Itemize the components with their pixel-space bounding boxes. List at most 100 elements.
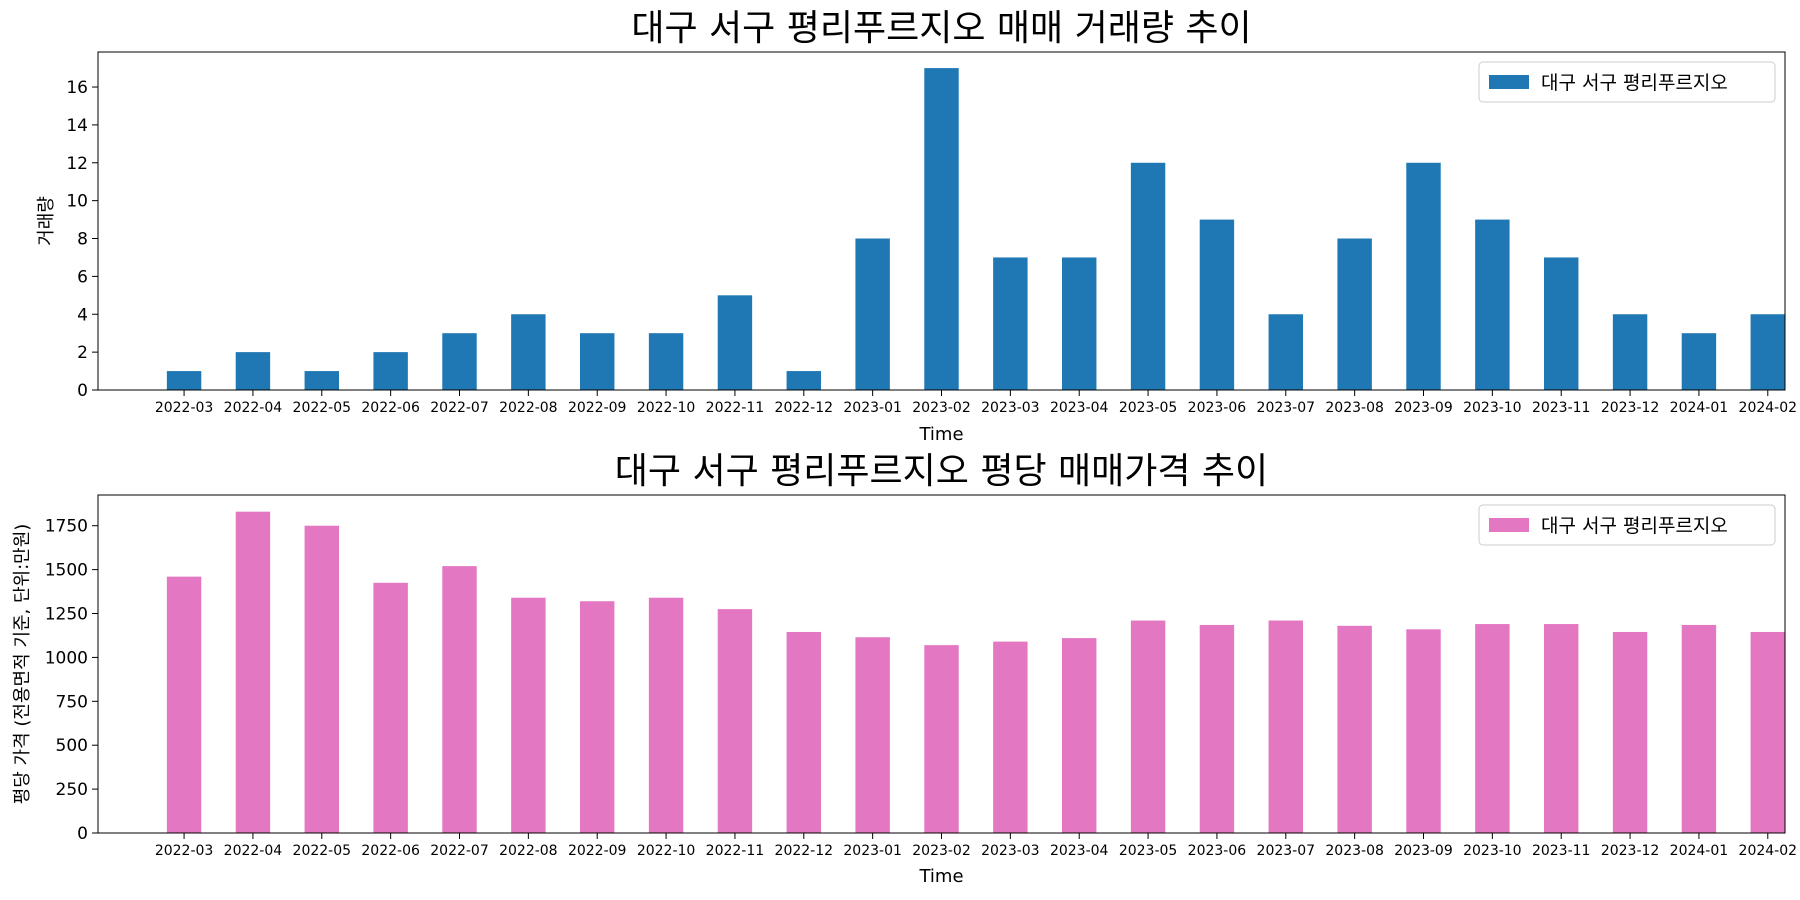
x-tick-label: 2023-01	[843, 843, 902, 859]
y-tick-label: 250	[56, 780, 88, 800]
bar	[166, 371, 202, 390]
bar	[1406, 629, 1441, 833]
x-tick-label: 2022-04	[224, 843, 283, 859]
bar	[1130, 162, 1166, 390]
x-tick-label: 2023-12	[1601, 400, 1660, 416]
bar	[1750, 631, 1785, 833]
bar	[1199, 624, 1235, 833]
x-axis-label: Time	[918, 424, 963, 445]
y-tick-label: 1500	[45, 561, 88, 581]
y-tick-label: 500	[56, 736, 88, 756]
chart-title: 대구 서구 평리푸르지오 매매 거래량 추이	[631, 8, 1251, 49]
y-axis-label: 거래량	[36, 196, 57, 246]
x-tick-label: 2023-10	[1463, 843, 1522, 859]
bar	[648, 333, 684, 390]
bar	[1268, 620, 1303, 833]
x-tick-label: 2023-09	[1394, 400, 1453, 416]
y-tick-label: 0	[77, 824, 88, 844]
legend-label: 대구 서구 평리푸르지오	[1541, 515, 1728, 537]
bar	[786, 371, 821, 390]
bar	[648, 597, 684, 833]
y-tick-label: 1250	[45, 605, 88, 625]
legend-box	[1478, 504, 1776, 546]
bar	[717, 609, 753, 833]
x-tick-label: 2022-06	[361, 400, 420, 416]
y-tick-label: 8	[77, 230, 88, 250]
x-tick-label: 2022-09	[568, 400, 627, 416]
bar	[580, 333, 615, 390]
bar	[717, 295, 753, 390]
x-tick-label: 2023-05	[1119, 843, 1178, 859]
bar	[373, 352, 408, 390]
legend-swatch	[1489, 518, 1529, 532]
x-tick-label: 2023-09	[1394, 843, 1453, 859]
x-tick-label: 2023-06	[1188, 400, 1247, 416]
x-tick-label: 2023-06	[1188, 843, 1247, 859]
x-tick-label: 2023-08	[1325, 843, 1384, 859]
bar	[1544, 624, 1579, 833]
x-tick-label: 2022-05	[293, 400, 352, 416]
x-tick-label: 2023-04	[1050, 843, 1109, 859]
bar	[373, 582, 408, 833]
x-tick-label: 2023-05	[1119, 400, 1178, 416]
legend-label: 대구 서구 평리푸르지오	[1541, 72, 1728, 94]
x-tick-label: 2022-03	[155, 400, 214, 416]
x-tick-label: 2024-01	[1670, 400, 1729, 416]
x-tick-label: 2023-01	[843, 400, 902, 416]
x-tick-label: 2023-07	[1257, 843, 1316, 859]
bar	[1475, 624, 1510, 833]
y-tick-label: 6	[77, 267, 88, 287]
bar	[304, 371, 339, 390]
x-tick-label: 2022-11	[706, 843, 765, 859]
bar	[924, 68, 959, 390]
bar	[1612, 631, 1648, 833]
bar	[1750, 314, 1785, 390]
x-tick-label: 2023-10	[1463, 400, 1522, 416]
bar	[1681, 624, 1717, 833]
bar	[855, 637, 890, 833]
bar	[442, 333, 477, 390]
x-tick-label: 2023-03	[981, 843, 1040, 859]
bar	[1406, 162, 1441, 390]
x-tick-label: 2023-12	[1601, 843, 1660, 859]
y-axis-label: 평당 가격 (전용면적 기준, 단위:만원)	[12, 524, 33, 805]
bar-series	[166, 511, 1785, 833]
x-tick-label: 2022-04	[224, 400, 283, 416]
bar-series	[166, 68, 1785, 390]
x-tick-label: 2023-11	[1532, 400, 1591, 416]
bar	[1062, 257, 1097, 390]
bar	[166, 576, 202, 833]
y-tick-label: 1750	[45, 517, 88, 537]
x-tick-label: 2022-07	[430, 843, 489, 859]
y-tick-label: 750	[56, 692, 88, 712]
price-chart: 대구 서구 평리푸르지오 평당 매매가격 추이 0 250 500 750 1000 125…	[12, 451, 1797, 887]
bar	[1544, 257, 1579, 390]
bar	[1268, 314, 1303, 390]
x-tick-label: 2022-08	[499, 400, 558, 416]
y-tick-label: 2	[77, 343, 88, 363]
bar	[442, 566, 477, 833]
x-tick-label: 2022-10	[637, 400, 696, 416]
bar	[855, 238, 890, 390]
x-tick-label: 2023-02	[912, 843, 971, 859]
x-tick-label: 2022-06	[361, 843, 420, 859]
bar	[1612, 314, 1648, 390]
bar	[304, 525, 339, 833]
bar	[1062, 638, 1097, 833]
x-tick-label: 2022-10	[637, 843, 696, 859]
x-tick-label: 2022-12	[775, 400, 834, 416]
bar	[1337, 238, 1372, 390]
legend-box	[1478, 61, 1776, 103]
bar	[580, 601, 615, 833]
bar	[235, 352, 271, 390]
y-tick-label: 10	[66, 192, 88, 212]
legend: 대구 서구 평리푸르지오	[1478, 504, 1776, 546]
volume-chart: 대구 서구 평리푸르지오 매매 거래량 추이 0 2 4 6 8 10 12 14 16 2022-…	[36, 8, 1797, 445]
x-tick-label: 2022-09	[568, 843, 627, 859]
bar	[1475, 219, 1510, 390]
bar	[511, 597, 546, 833]
x-tick-label: 2022-11	[706, 400, 765, 416]
x-tick-label: 2022-03	[155, 843, 214, 859]
x-tick-label: 2023-11	[1532, 843, 1591, 859]
